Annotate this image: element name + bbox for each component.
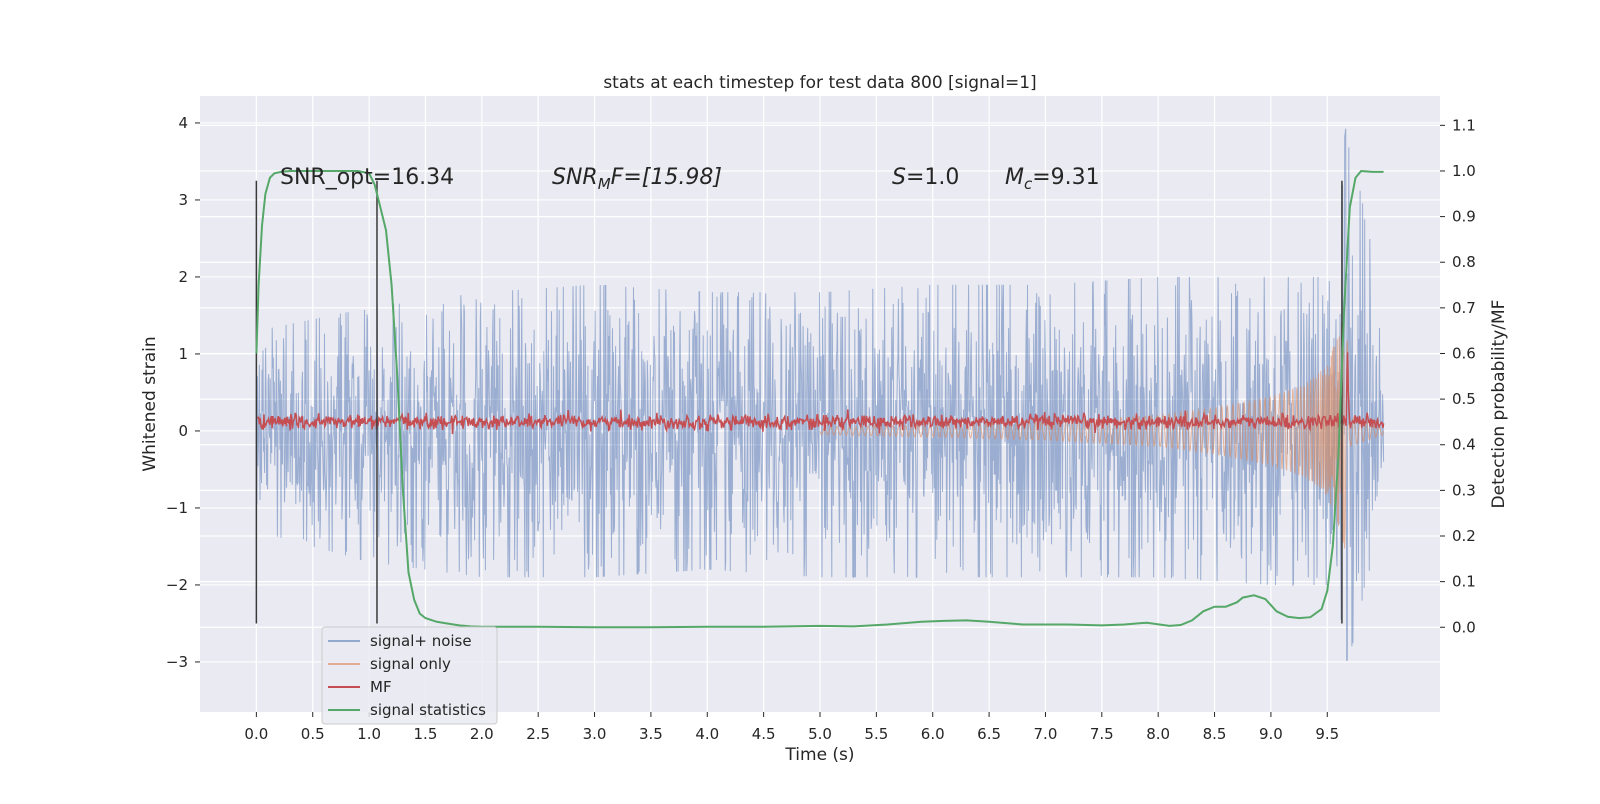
x-tick-label: 6.5 xyxy=(977,725,1001,743)
y-left-tick-label: 4 xyxy=(178,114,188,132)
y-right-tick-label: 1.1 xyxy=(1452,116,1476,134)
x-tick-label: 1.5 xyxy=(414,725,438,743)
x-tick-label: 9.5 xyxy=(1315,725,1339,743)
y-right-tick-label: 0.3 xyxy=(1452,481,1476,499)
chart-title: stats at each timestep for test data 800… xyxy=(603,73,1036,93)
x-tick-label: 7.5 xyxy=(1090,725,1114,743)
y-left-tick-label: 2 xyxy=(178,268,188,286)
x-tick-label: 4.5 xyxy=(752,725,776,743)
vertical-lines xyxy=(255,180,1343,624)
y-right-tick-label: 0.7 xyxy=(1452,299,1476,317)
legend-box xyxy=(321,626,498,725)
y-left-tick-label: −2 xyxy=(166,576,188,594)
x-tick-label: 2.5 xyxy=(526,725,550,743)
legend-label-signal-noise: signal+ noise xyxy=(370,632,472,650)
y-left-tick-label: 0 xyxy=(178,422,188,440)
y-left-axis-label: Whitened strain xyxy=(140,336,160,471)
annotation-s: S=1.0 xyxy=(892,165,959,190)
annotation-snr-mf: SNRMF=[15.98] xyxy=(552,165,722,193)
y-right-tick-label: 1.0 xyxy=(1452,162,1476,180)
annotation-mc: Mc=9.31 xyxy=(1005,165,1100,193)
signal-noise-line xyxy=(255,128,1385,662)
y-right-tick-label: 0.6 xyxy=(1452,344,1476,362)
y-right-axis-label: Detection probability/MF xyxy=(1489,300,1509,509)
x-tick-label: 4.0 xyxy=(695,725,719,743)
legend-label-statistics: signal statistics xyxy=(370,701,486,719)
x-tick-label: 8.5 xyxy=(1203,725,1227,743)
signal-statistics-line xyxy=(255,169,1384,629)
x-axis-label: Time (s) xyxy=(784,745,854,765)
y-left-tick-label: 3 xyxy=(178,191,188,209)
y-left-tick-label: −1 xyxy=(166,499,188,517)
y-left-tick-label: −3 xyxy=(166,653,188,671)
x-tick-label: 5.0 xyxy=(808,725,832,743)
x-tick-label: 0.5 xyxy=(301,725,325,743)
y-left-tick-labels: −3 −2 −1 0 1 2 3 4 xyxy=(166,114,200,671)
y-right-tick-label: 0.0 xyxy=(1452,618,1476,636)
y-right-tick-label: 0.2 xyxy=(1452,527,1476,545)
legend-label-signal-only: signal only xyxy=(370,655,451,673)
signal-noise-series xyxy=(255,128,1385,662)
x-tick-label: 0.0 xyxy=(244,725,268,743)
y-right-tick-label: 0.5 xyxy=(1452,390,1476,408)
y-right-tick-label: 0.4 xyxy=(1452,436,1476,454)
x-tick-label: 8.0 xyxy=(1146,725,1170,743)
x-tick-label: 6.0 xyxy=(921,725,945,743)
legend: signal+ noise signal only MF signal stat… xyxy=(321,626,498,725)
y-right-tick-label: 0.9 xyxy=(1452,208,1476,226)
x-tick-label: 1.0 xyxy=(357,725,381,743)
mf-series xyxy=(256,352,1385,435)
x-tick-label: 3.5 xyxy=(639,725,663,743)
x-tick-labels: 0.0 0.5 1.0 1.5 2.0 2.5 3.0 3.5 4.0 4.5 5.0 5.5 6.0 6… xyxy=(244,712,1339,743)
mf-line xyxy=(256,352,1385,435)
x-tick-label: 2.0 xyxy=(470,725,494,743)
annotations: SNR_opt=16.34 SNRMF=[15.98] S=1.0 Mc=9.3… xyxy=(280,165,1100,193)
y-right-tick-label: 0.1 xyxy=(1452,573,1476,591)
legend-label-mf: MF xyxy=(370,678,392,696)
annotation-snr-opt: SNR_opt=16.34 xyxy=(280,165,454,190)
y-left-tick-label: 1 xyxy=(178,345,188,363)
y-right-tick-label: 0.8 xyxy=(1452,253,1476,271)
x-tick-label: 7.0 xyxy=(1034,725,1058,743)
y-right-tick-labels: 0.0 0.1 0.2 0.3 0.4 0.5 0.6 0.7 0.8 0.9 1.0 1.1 xyxy=(1440,116,1476,636)
x-tick-label: 9.0 xyxy=(1259,725,1283,743)
signal-statistics-series xyxy=(255,169,1384,629)
x-tick-label: 5.5 xyxy=(864,725,888,743)
x-tick-label: 3.0 xyxy=(583,725,607,743)
